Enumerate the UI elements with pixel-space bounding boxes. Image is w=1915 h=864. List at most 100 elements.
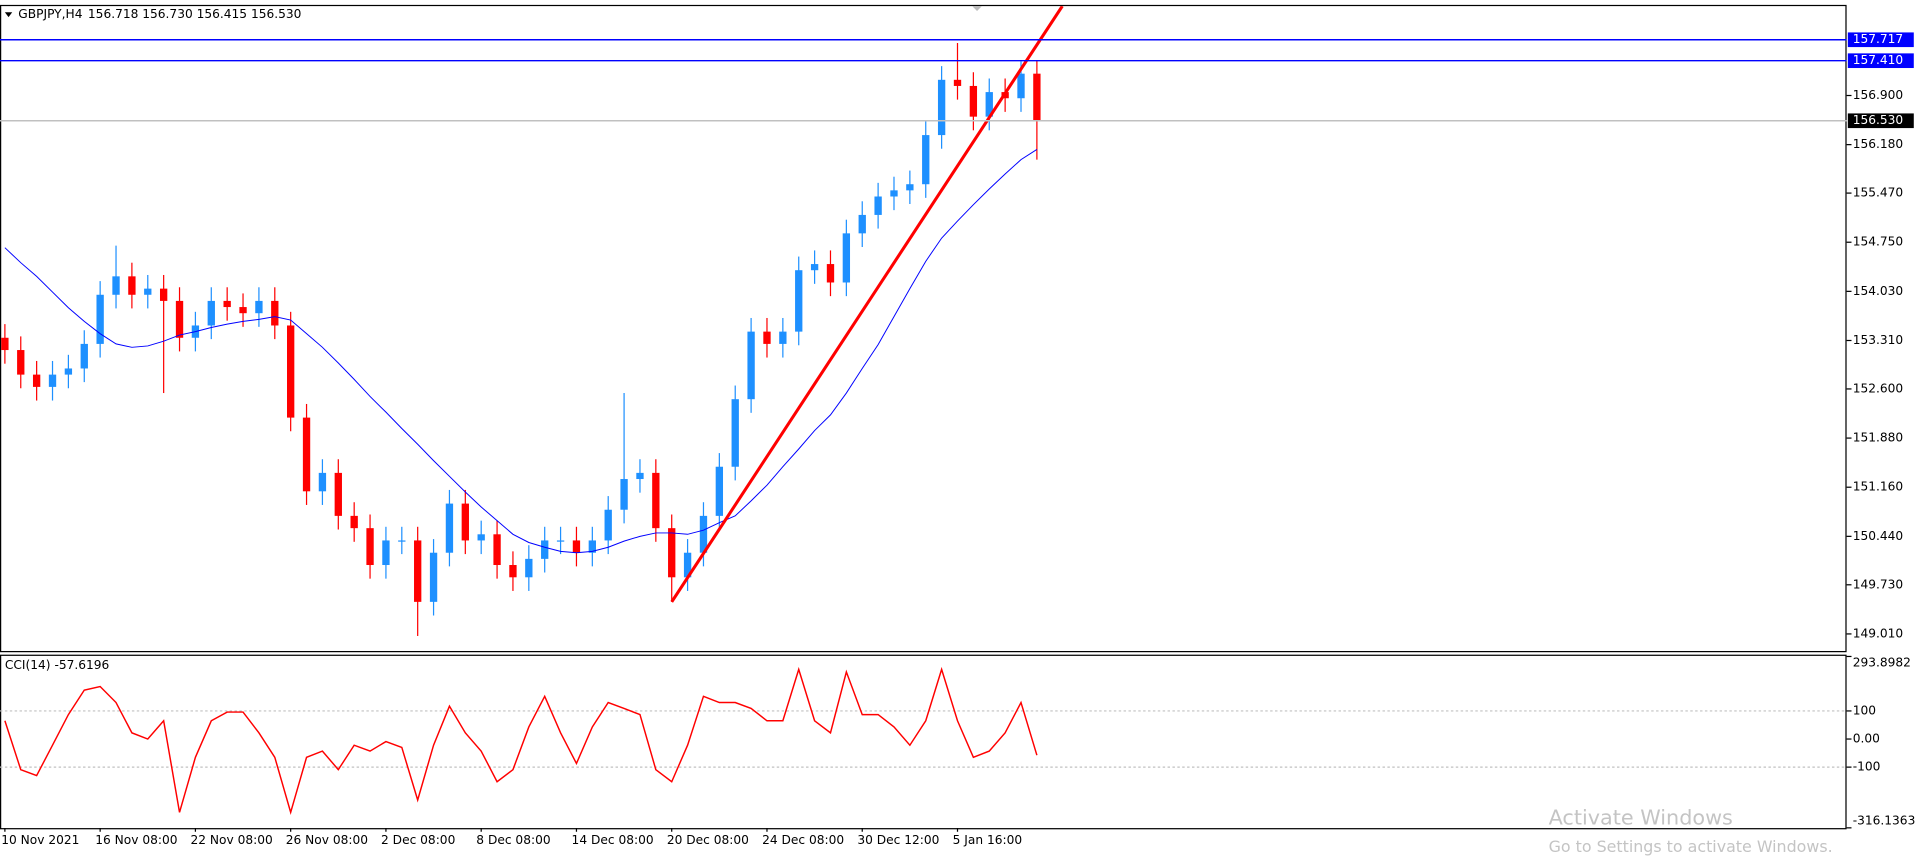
main-pane-border [0,4,1847,653]
candle-body [96,294,104,344]
candle-body [32,374,41,387]
candle-body [842,233,851,283]
candle-body [239,307,247,314]
candle-body [525,558,533,578]
candle-body [398,540,406,542]
candle-body [80,343,88,369]
candle-body [620,479,628,510]
candle-body [429,552,438,602]
candle-body [953,79,962,86]
price-label-box [1847,53,1914,69]
x-tick-label: 22 Nov 08:00 [191,833,273,847]
x-tick-label: 14 Dec 08:00 [572,833,654,847]
candle-body [636,472,644,480]
cci-tick-label: 293.8982 [1853,656,1911,670]
candle-body [382,540,390,566]
x-tick-label: 5 Jan 16:00 [953,833,1023,847]
y-tick-label: 151.160 [1853,480,1903,494]
candle-body [287,325,295,418]
y-tick-label: 156.180 [1853,137,1903,151]
watermark-subtitle: Go to Settings to activate Windows. [1549,837,1833,856]
candle-body [1033,73,1041,121]
cci-tick-label: -316.1363 [1853,813,1915,827]
candle-body [588,540,596,553]
candle-body [810,264,819,271]
candle-body [858,214,866,234]
y-tick-label: 154.750 [1853,235,1903,249]
candle-body [477,534,485,541]
candle-body [350,515,358,529]
candle-body [366,528,374,566]
candle-body [747,331,755,400]
candle-body [128,276,136,295]
candle-body [334,472,342,516]
candle-body [1,337,9,351]
candle-body [652,472,660,529]
price-label: 156.530 [1853,113,1903,127]
candle-body [318,472,327,492]
candle-body [509,565,517,578]
candle-body [826,264,835,283]
candle-body [255,300,263,314]
candle-body [159,288,168,301]
y-tick-label: 153.310 [1853,333,1903,347]
symbol: GBPJPY,H4 [18,7,82,21]
candle-body [890,190,898,197]
watermark-title: Activate Windows [1549,805,1733,829]
y-tick-label: 155.470 [1853,186,1903,200]
y-tick-label: 149.010 [1853,626,1903,640]
price-label-box [1847,32,1914,48]
x-tick-label: 16 Nov 08:00 [95,833,177,847]
x-tick-label: 24 Dec 08:00 [762,833,844,847]
y-tick-label: 149.730 [1853,577,1903,591]
candle-body [17,350,25,375]
candle-body [207,300,215,326]
x-tick-label: 26 Nov 08:00 [286,833,368,847]
candle-body [906,184,914,191]
x-tick-label: 2 Dec 08:00 [381,833,455,847]
candle-body [48,374,57,387]
x-tick-label: 20 Dec 08:00 [667,833,749,847]
moving-average [4,149,1038,554]
candle-body [795,270,803,332]
candle-body [985,92,993,117]
menu-triangle[interactable] [4,12,13,18]
candle-body [668,528,676,578]
candle-body [556,540,565,542]
candle-body [969,85,978,117]
cci-pane-border [0,654,1847,830]
candle-body [874,196,882,215]
candle-body [271,300,279,326]
price-label: 157.717 [1853,32,1903,46]
candle-body [302,417,311,492]
ohlc-text: 156.718 156.730 156.415 156.530 [88,7,301,21]
candle-body [937,79,946,136]
candle-body [223,300,231,308]
main-pane [1,6,1064,636]
cci-title: CCI(14) -57.6196 [5,658,109,672]
candle-body [64,368,73,375]
candle-body [604,509,612,541]
candle-body [779,331,787,344]
candle-body [699,515,708,553]
candle-body [175,300,184,338]
price-label-box [1847,113,1914,129]
y-tick-label: 156.900 [1853,88,1903,102]
candle-body [683,552,692,578]
candle-body [763,331,771,344]
y-tick-label: 151.880 [1853,431,1903,445]
candle-body [1017,73,1025,99]
candle-body [715,466,724,516]
y-tick-label: 150.440 [1853,529,1903,543]
candle-body [112,276,120,295]
candle-body [144,288,152,295]
candle-body [461,503,469,541]
cci-tick-label: 100 [1853,703,1876,717]
cci-tick-label: 0.00 [1853,732,1880,746]
candle-body [414,540,422,602]
x-tick-label: 8 Dec 08:00 [476,833,550,847]
candle-body [922,135,930,185]
y-tick-label: 152.600 [1853,381,1903,395]
